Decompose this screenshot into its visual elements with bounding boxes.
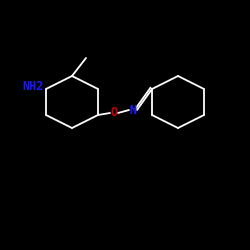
Text: N: N <box>130 104 136 117</box>
Text: NH2: NH2 <box>22 80 44 94</box>
Text: O: O <box>110 106 117 120</box>
